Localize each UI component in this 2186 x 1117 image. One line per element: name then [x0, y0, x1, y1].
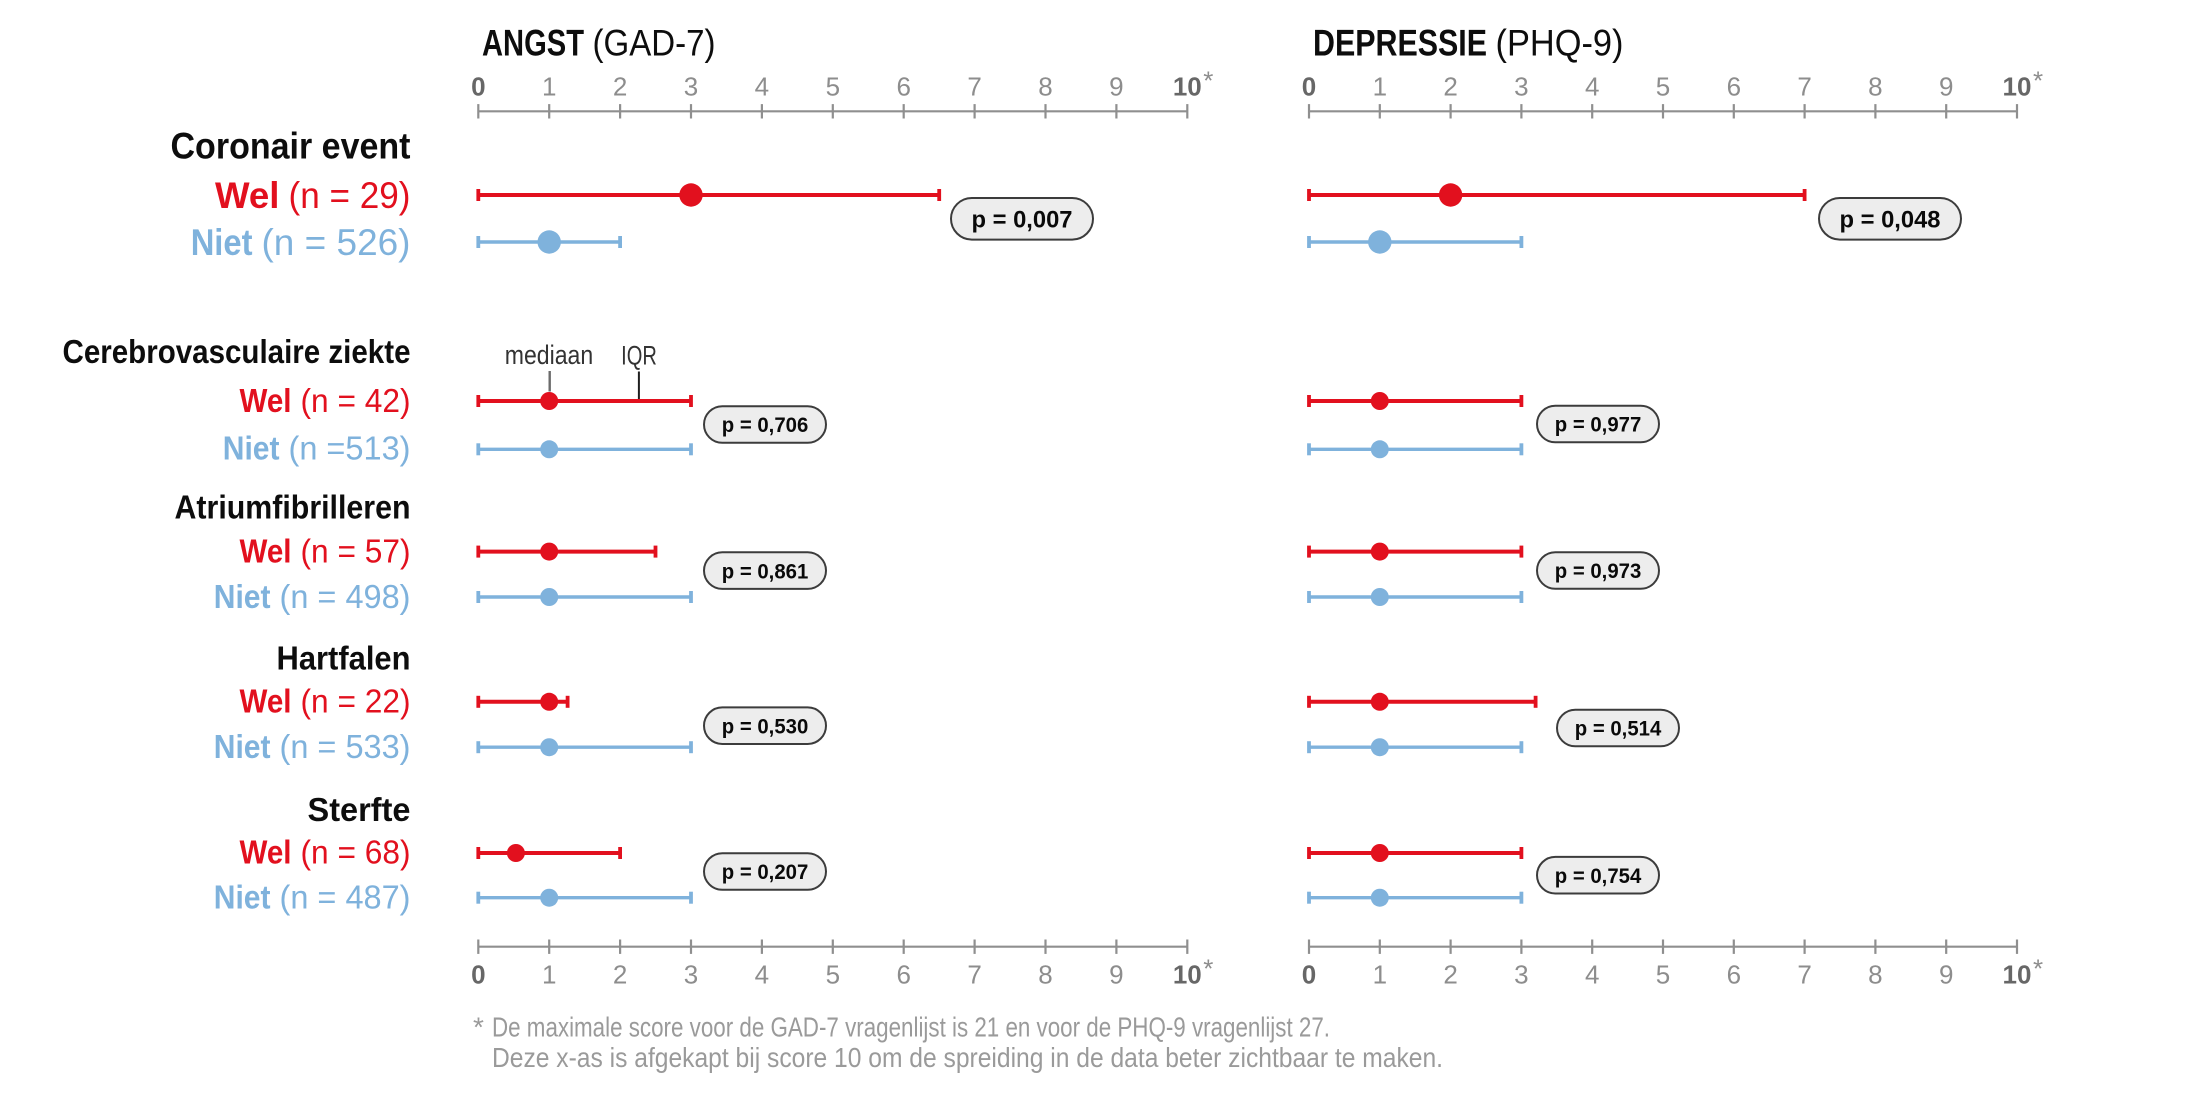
svg-text:2: 2	[613, 72, 627, 102]
svg-text:DEPRESSIE: DEPRESSIE	[1313, 23, 1487, 64]
svg-text:p = 0,706: p = 0,706	[722, 414, 809, 437]
svg-text:p = 0,207: p = 0,207	[722, 861, 809, 884]
svg-text:Hartfalen: Hartfalen	[277, 639, 411, 676]
svg-text:mediaan: mediaan	[505, 340, 593, 370]
svg-text:Wel: Wel	[240, 533, 292, 570]
svg-text:7: 7	[967, 960, 981, 990]
svg-text:1: 1	[542, 960, 556, 990]
svg-text:10: 10	[2003, 960, 2032, 990]
svg-text:p = 0,861: p = 0,861	[722, 560, 809, 583]
svg-text:0: 0	[1302, 72, 1316, 102]
svg-text:9: 9	[1109, 960, 1123, 990]
svg-text:(n = 68): (n = 68)	[301, 834, 411, 871]
svg-text:5: 5	[826, 72, 840, 102]
svg-text:(n = 57): (n = 57)	[301, 533, 411, 570]
svg-text:6: 6	[896, 72, 910, 102]
svg-text:9: 9	[1939, 960, 1953, 990]
svg-text:4: 4	[755, 72, 769, 102]
svg-text:Niet: Niet	[223, 430, 280, 467]
svg-text:Sterfte: Sterfte	[308, 791, 411, 828]
svg-text:(GAD-7): (GAD-7)	[593, 23, 716, 64]
svg-text:6: 6	[896, 960, 910, 990]
svg-text:ANGST: ANGST	[482, 23, 584, 64]
svg-text:8: 8	[1038, 960, 1052, 990]
svg-text:*: *	[2033, 66, 2043, 96]
svg-text:1: 1	[542, 72, 556, 102]
svg-text:De maximale score voor de GAD-: De maximale score voor de GAD-7 vragenli…	[492, 1012, 1330, 1043]
svg-text:4: 4	[1585, 72, 1599, 102]
svg-text:Niet: Niet	[214, 578, 271, 615]
svg-text:8: 8	[1868, 960, 1882, 990]
svg-text:1: 1	[1373, 72, 1387, 102]
svg-text:10: 10	[1173, 960, 1202, 990]
svg-text:p = 0,514: p = 0,514	[1575, 718, 1662, 741]
svg-text:4: 4	[1585, 960, 1599, 990]
svg-text:6: 6	[1727, 960, 1741, 990]
svg-text:*: *	[1203, 66, 1213, 96]
svg-text:p = 0,754: p = 0,754	[1555, 865, 1642, 888]
svg-text:1: 1	[1373, 960, 1387, 990]
svg-text:(n = 42): (n = 42)	[301, 382, 411, 419]
svg-text:10: 10	[1173, 72, 1202, 102]
svg-text:IQR: IQR	[621, 341, 657, 371]
svg-text:Deze x-as is afgekapt bij scor: Deze x-as is afgekapt bij score 10 om de…	[492, 1042, 1443, 1073]
svg-text:*: *	[473, 1012, 484, 1043]
svg-text:8: 8	[1868, 72, 1882, 102]
svg-text:Wel: Wel	[240, 834, 292, 871]
svg-text:3: 3	[684, 960, 698, 990]
svg-text:5: 5	[1656, 960, 1670, 990]
svg-text:*: *	[1203, 954, 1213, 984]
svg-text:Coronair event: Coronair event	[171, 125, 411, 166]
svg-text:(n = 29): (n = 29)	[289, 175, 411, 216]
svg-text:2: 2	[1443, 960, 1457, 990]
svg-text:3: 3	[1514, 960, 1528, 990]
svg-text:(n = 498): (n = 498)	[280, 578, 411, 615]
svg-text:Niet: Niet	[214, 728, 271, 765]
svg-text:7: 7	[967, 72, 981, 102]
svg-text:4: 4	[755, 960, 769, 990]
svg-text:p = 0,973: p = 0,973	[1555, 560, 1642, 583]
svg-text:(n = 22): (n = 22)	[301, 683, 411, 720]
svg-text:7: 7	[1797, 960, 1811, 990]
svg-text:8: 8	[1038, 72, 1052, 102]
svg-text:10: 10	[2003, 72, 2032, 102]
svg-text:Wel: Wel	[215, 175, 280, 216]
svg-text:5: 5	[826, 960, 840, 990]
svg-text:2: 2	[1443, 72, 1457, 102]
svg-text:9: 9	[1109, 72, 1123, 102]
svg-text:7: 7	[1797, 72, 1811, 102]
svg-text:Niet: Niet	[191, 222, 253, 263]
svg-text:(PHQ-9): (PHQ-9)	[1496, 23, 1624, 64]
svg-text:Wel: Wel	[240, 683, 292, 720]
svg-text:Niet: Niet	[214, 879, 271, 916]
svg-text:(n = 526): (n = 526)	[262, 222, 411, 263]
svg-text:p = 0,007: p = 0,007	[972, 207, 1073, 234]
svg-text:0: 0	[1302, 960, 1316, 990]
svg-text:(n =513): (n =513)	[289, 430, 411, 467]
svg-text:p = 0,977: p = 0,977	[1555, 414, 1642, 437]
svg-text:2: 2	[613, 960, 627, 990]
svg-text:9: 9	[1939, 72, 1953, 102]
svg-text:3: 3	[1514, 72, 1528, 102]
svg-text:p = 0,530: p = 0,530	[722, 715, 809, 738]
svg-text:6: 6	[1727, 72, 1741, 102]
svg-text:(n = 487): (n = 487)	[280, 879, 411, 916]
svg-text:5: 5	[1656, 72, 1670, 102]
svg-text:Atriumfibrilleren: Atriumfibrilleren	[175, 488, 411, 525]
svg-text:(n = 533): (n = 533)	[280, 728, 411, 765]
svg-text:*: *	[2033, 954, 2043, 984]
svg-text:Cerebrovasculaire ziekte: Cerebrovasculaire ziekte	[63, 333, 411, 370]
svg-text:3: 3	[684, 72, 698, 102]
svg-text:0: 0	[471, 72, 485, 102]
svg-text:p = 0,048: p = 0,048	[1840, 207, 1941, 234]
svg-text:Wel: Wel	[240, 382, 292, 419]
svg-text:0: 0	[471, 960, 485, 990]
